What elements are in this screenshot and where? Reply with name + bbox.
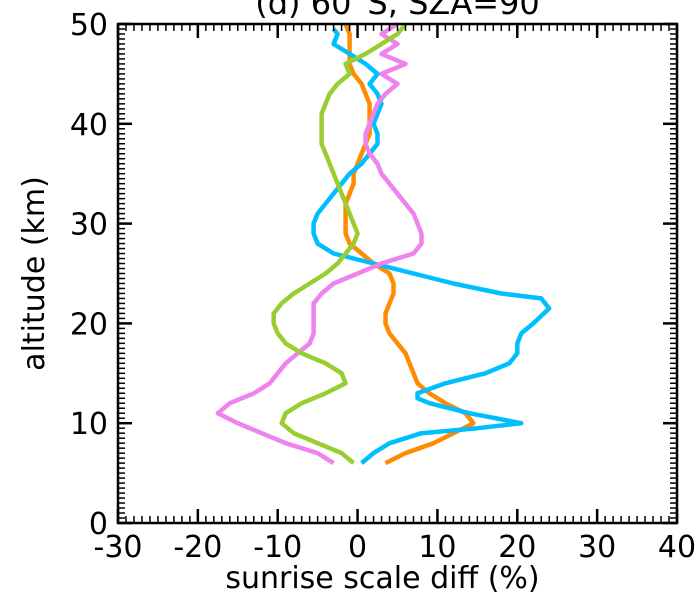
y-tick-label: 40 — [70, 108, 108, 143]
x-tick-label: -10 — [253, 530, 302, 565]
y-tick-label: 50 — [70, 8, 108, 43]
series-layer — [215, 22, 552, 466]
y-tick-label: 10 — [70, 407, 108, 442]
series-line-1 — [343, 23, 476, 466]
series-line-3 — [215, 22, 424, 466]
x-tick-label: 10 — [418, 530, 456, 565]
x-tick-label: -20 — [173, 530, 222, 565]
x-tick-label: 40 — [658, 530, 696, 565]
y-tick-label: 20 — [70, 307, 108, 342]
x-tick-label: 30 — [578, 530, 616, 565]
series-line-4 — [271, 22, 408, 465]
y-tick-label: 30 — [70, 208, 108, 243]
plot-frame — [116, 22, 679, 525]
x-tick-label: -30 — [94, 530, 143, 565]
chart-title: (d) 60°S, SZA=90 — [255, 0, 539, 22]
y-tick-label: 0 — [89, 507, 108, 542]
y-axis-title: altitude (km) — [17, 176, 52, 371]
x-tick-label: 0 — [348, 530, 367, 565]
x-tick-label: 20 — [498, 530, 536, 565]
axes-layer: -30 -20 -10 0 10 20 30 40 0 10 20 30 40 50 — [70, 8, 696, 565]
x-axis-title: sunrise scale diff (%) — [225, 561, 539, 596]
